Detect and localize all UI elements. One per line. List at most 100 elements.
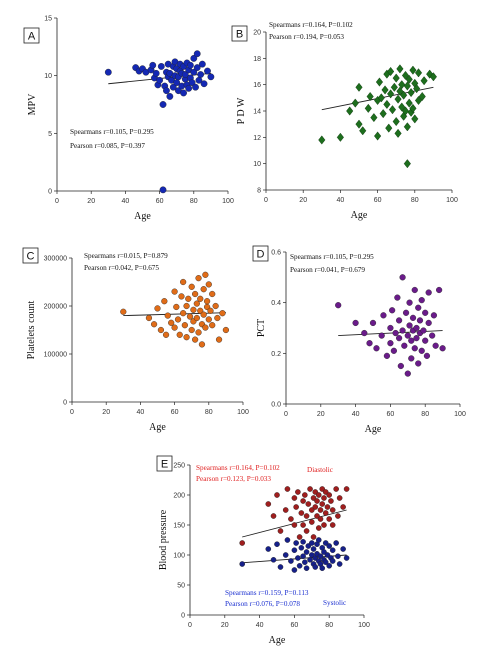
series-diastolic-point <box>329 522 336 528</box>
panel-label: E <box>161 459 168 471</box>
series-diastolic-point <box>277 528 284 534</box>
x-axis-label: Age <box>134 211 151 222</box>
pearson-stat: Pearson r=0.194, P=0.053 <box>269 33 344 41</box>
data-point <box>171 324 178 331</box>
series-diastolic-point <box>305 501 312 507</box>
data-point <box>397 362 404 370</box>
series-systolic-point <box>336 561 343 567</box>
series-diastolic-point <box>300 522 306 528</box>
series-systolic-point <box>322 559 329 566</box>
series-systolic-point <box>303 549 310 555</box>
series-systolic-point <box>291 547 298 554</box>
data-point <box>145 314 153 322</box>
data-point <box>396 64 404 74</box>
series-systolic-point <box>239 561 245 567</box>
data-point <box>200 80 208 88</box>
data-point <box>190 68 198 76</box>
data-point <box>159 101 167 108</box>
x-tick-label: 100 <box>237 409 249 416</box>
series-diastolic-point <box>312 504 319 510</box>
x-tick-label: 60 <box>374 197 382 204</box>
data-point <box>193 300 200 307</box>
x-tick-label: 100 <box>446 197 458 204</box>
y-tick-label: 12 <box>253 135 261 142</box>
series-systolic-point <box>284 537 291 543</box>
series-diastolic-point <box>303 528 310 534</box>
data-point <box>411 345 418 352</box>
series-systolic-point <box>265 546 272 552</box>
data-point <box>408 337 415 344</box>
data-point <box>403 81 411 91</box>
data-point <box>171 288 178 295</box>
x-tick-label: 20 <box>317 411 325 418</box>
series-systolic-point <box>300 539 306 545</box>
data-point <box>157 63 165 70</box>
series-diastolic-point <box>298 510 305 516</box>
data-point <box>205 316 212 323</box>
x-tick-label: 20 <box>221 622 229 629</box>
data-point <box>432 342 439 349</box>
data-trend-line <box>338 330 443 337</box>
data-point <box>394 294 401 301</box>
data-point <box>404 370 411 377</box>
y-axis-label: PCT <box>256 319 267 337</box>
x-tick-label: 80 <box>421 411 429 418</box>
data-point <box>430 312 438 319</box>
x-tick-label: 40 <box>352 411 360 418</box>
y-tick-label: 0.4 <box>271 300 281 307</box>
y-tick-label: 0.0 <box>271 402 281 409</box>
series-systolic-point <box>310 546 317 552</box>
data-point <box>406 322 413 329</box>
series-diastolic-point <box>239 540 245 546</box>
x-tick-label: 20 <box>87 198 95 205</box>
series-systolic-point <box>277 564 284 570</box>
series-systolic-point <box>307 557 313 563</box>
series-diastolic-point <box>336 495 343 501</box>
pearson-stat: Pearson r=0.042, P=0.675 <box>84 264 159 272</box>
y-axis-label: Blood pressure <box>158 509 169 570</box>
y-tick-label: 5 <box>48 131 52 138</box>
panel-d: D 0 20 40 60 80 100 0.0 0.2 0.4 0.6 Age PCT Spearmans… <box>252 245 466 435</box>
data-point <box>364 103 372 113</box>
panel-label: C <box>27 251 35 263</box>
data-point <box>369 319 377 327</box>
data-point <box>387 66 395 77</box>
data-point <box>335 302 342 309</box>
data-point <box>392 117 400 127</box>
y-tick-label: 0 <box>181 613 185 620</box>
series-diastolic-point <box>333 486 339 492</box>
data-point <box>409 65 417 75</box>
data-point <box>374 131 382 141</box>
series-systolic-point <box>340 546 346 552</box>
data-point <box>390 347 397 354</box>
data-point <box>186 313 194 320</box>
data-point <box>192 336 199 343</box>
data-point <box>402 309 410 316</box>
data-point <box>222 326 230 334</box>
x-tick-label: 40 <box>256 622 264 629</box>
data-point <box>425 289 432 296</box>
series-diastolic-point <box>328 498 334 504</box>
data-point <box>200 286 207 293</box>
diastolic-spearman: Spearmans r=0.164, P=0.102 <box>196 464 280 472</box>
data-point <box>413 335 420 342</box>
data-point <box>401 106 410 116</box>
data-point <box>366 91 374 102</box>
series-systolic-point <box>319 565 326 572</box>
series-systolic-point <box>329 547 336 554</box>
x-axis-label: Age <box>351 210 368 221</box>
y-tick-label: 100000 <box>44 352 67 359</box>
data-point <box>404 332 411 339</box>
data-point <box>180 278 187 286</box>
series-systolic-point <box>312 564 319 570</box>
data-point <box>198 60 206 68</box>
data-point <box>415 304 422 311</box>
systolic-series-name: Systolic <box>323 599 346 607</box>
y-tick-label: 18 <box>253 56 261 63</box>
data-point <box>193 64 201 71</box>
data-point <box>388 105 397 115</box>
data-point <box>385 123 393 133</box>
data-point <box>373 345 380 352</box>
spearman-stat: Spearmans r=0.164, P=0.102 <box>269 21 353 29</box>
data-point <box>164 312 171 319</box>
